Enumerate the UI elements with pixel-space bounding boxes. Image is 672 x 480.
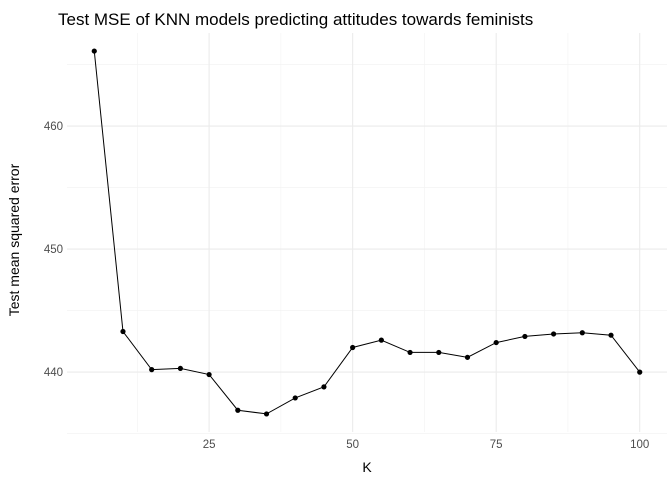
y-axis-title: Test mean squared error: [6, 163, 22, 316]
y-tick-label: 440: [44, 367, 63, 379]
data-point: [579, 330, 585, 336]
data-point: [206, 371, 212, 378]
data-point: [350, 344, 356, 351]
data-point: [407, 349, 413, 356]
data-point: [464, 354, 471, 360]
data-point: [378, 337, 384, 343]
y-axis-ticks: 440 450 460: [44, 121, 63, 379]
data-point: [177, 365, 183, 372]
x-axis-ticks: 25 50 75 100: [203, 439, 650, 451]
chart-title: Test MSE of KNN models predicting attitu…: [58, 10, 533, 29]
data-point: [551, 331, 557, 337]
x-axis-title: K: [362, 459, 372, 475]
grid: [67, 33, 667, 434]
data-point: [235, 407, 241, 413]
data-point: [120, 328, 126, 335]
data-point: [321, 384, 327, 390]
data-point: [522, 333, 528, 340]
data-point: [608, 332, 614, 338]
data-point: [292, 395, 298, 401]
data-point: [91, 48, 97, 54]
series-line: [93, 51, 641, 415]
data-point: [436, 349, 442, 356]
x-tick-label: 50: [346, 439, 359, 451]
x-tick-label: 100: [630, 439, 649, 451]
data-series: [91, 48, 643, 417]
x-tick-label: 25: [203, 439, 216, 451]
data-point: [493, 339, 499, 346]
data-point: [149, 367, 155, 373]
data-point: [263, 411, 270, 417]
data-point: [637, 369, 643, 375]
y-tick-label: 450: [44, 244, 63, 256]
x-tick-label: 75: [490, 439, 503, 451]
y-tick-label: 460: [44, 121, 63, 133]
